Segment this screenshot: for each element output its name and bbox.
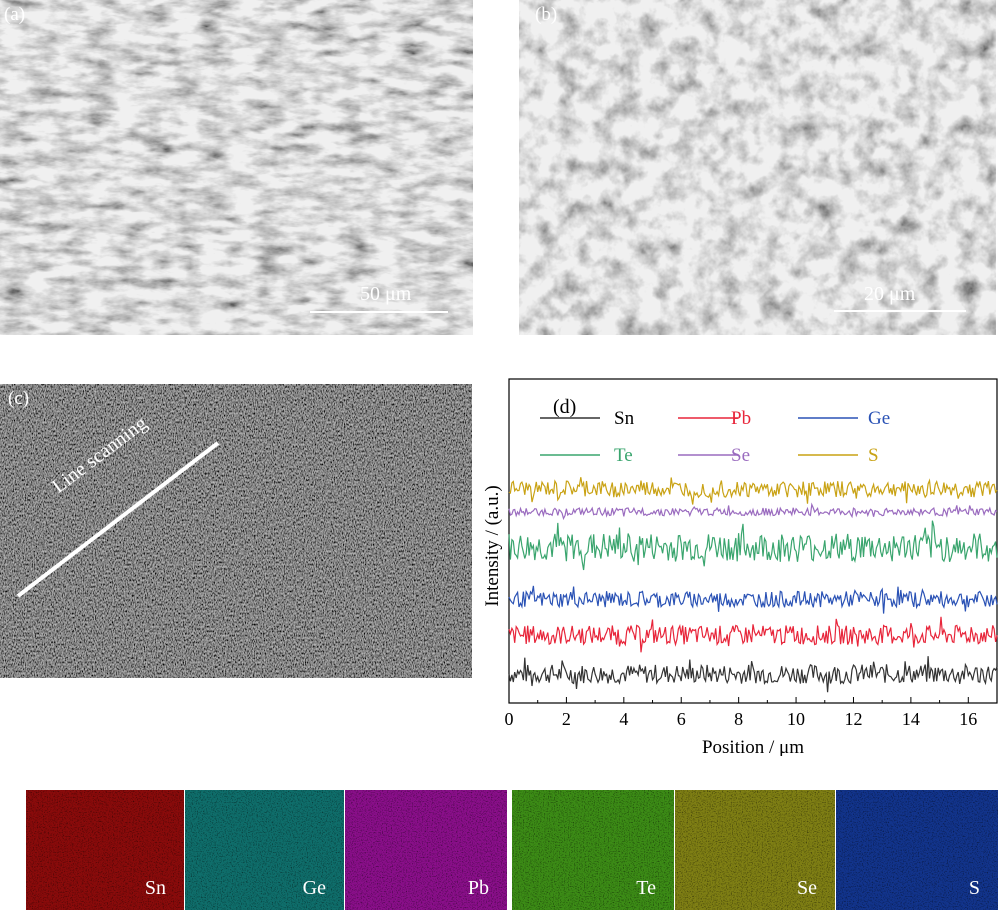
sem-texture-b: [519, 0, 996, 335]
legend-label-se: Se: [731, 445, 750, 466]
series-line-ge: [508, 585, 998, 614]
scale-bar-a: [310, 311, 448, 313]
eds-map-sn: Sn: [26, 790, 184, 910]
x-tick-label: 14: [902, 709, 920, 729]
eds-maps: Sn Ge Pb Te Se S (e): [0, 790, 1000, 921]
sem-image-b: (b) 20 μm: [519, 0, 996, 335]
eds-map-te: Te: [512, 790, 674, 910]
eds-map-label-te: Te: [636, 877, 656, 899]
legend-label-te: Te: [614, 445, 633, 466]
chart-svg: (d) Sn Pb Ge Te Se S 0 2 4 6 8 10 12 14 16 Position /…: [482, 378, 998, 756]
eds-map-se: Se: [675, 790, 835, 910]
eds-map-label-s: S: [968, 877, 980, 899]
series-line-s: [508, 477, 998, 505]
x-tick-label: 8: [734, 709, 743, 729]
eds-map-label-se: Se: [797, 877, 817, 899]
sem-texture-c: [0, 384, 472, 678]
legend-label-s: S: [868, 445, 879, 466]
legend-label-pb: Pb: [731, 408, 751, 429]
x-tick-label: 10: [787, 709, 805, 729]
eds-map-s: S: [836, 790, 998, 910]
eds-map-ge: Ge: [185, 790, 344, 910]
legend-label-ge: Ge: [868, 408, 890, 429]
x-tick-label: 16: [959, 709, 977, 729]
scale-bar-label-a: 50 μm: [360, 283, 412, 305]
x-tick-label: 0: [505, 709, 514, 729]
plot-frame: [508, 378, 998, 704]
x-tick-label: 12: [844, 709, 862, 729]
panel-label-c: (c): [8, 388, 30, 409]
x-tick-label: 6: [677, 709, 686, 729]
line-scan-path: [16, 441, 220, 598]
panel-label-b: (b): [535, 4, 558, 25]
eds-map-label-ge: Ge: [302, 877, 326, 899]
y-axis-label: Intensity / (a.u.): [482, 485, 503, 606]
panel-label-e: (e): [4, 792, 26, 813]
eds-map-label-pb: Pb: [467, 877, 489, 899]
line-scan-chart: (d) Sn Pb Ge Te Se S 0 2 4 6 8 10 12 14 16 Position /…: [478, 376, 1000, 756]
sem-image-a: (a) 50 μm: [0, 0, 473, 335]
sem-texture-a: [0, 0, 473, 335]
scale-bar-label-b: 20 μm: [864, 283, 916, 305]
panel-label-a: (a): [4, 4, 26, 25]
eds-map-pb: Pb: [345, 790, 507, 910]
x-axis-label: Position / μm: [702, 737, 804, 756]
sem-image-c: (c) Line scanning: [0, 384, 472, 678]
eds-map-label-sn: Sn: [144, 877, 166, 899]
legend-label-sn: Sn: [614, 408, 635, 429]
series-line-te: [508, 520, 998, 571]
scale-bar-b: [834, 310, 966, 312]
series-line-se: [508, 502, 998, 521]
x-tick-label: 4: [619, 709, 628, 729]
series-line-pb: [508, 616, 998, 653]
series-line-sn: [508, 656, 998, 693]
panel-label-d: (d): [553, 396, 576, 418]
x-tick-label: 2: [562, 709, 571, 729]
